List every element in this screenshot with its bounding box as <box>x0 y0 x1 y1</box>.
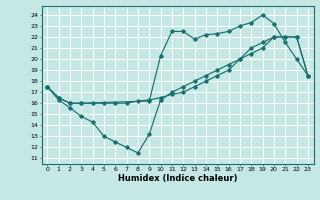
X-axis label: Humidex (Indice chaleur): Humidex (Indice chaleur) <box>118 174 237 183</box>
